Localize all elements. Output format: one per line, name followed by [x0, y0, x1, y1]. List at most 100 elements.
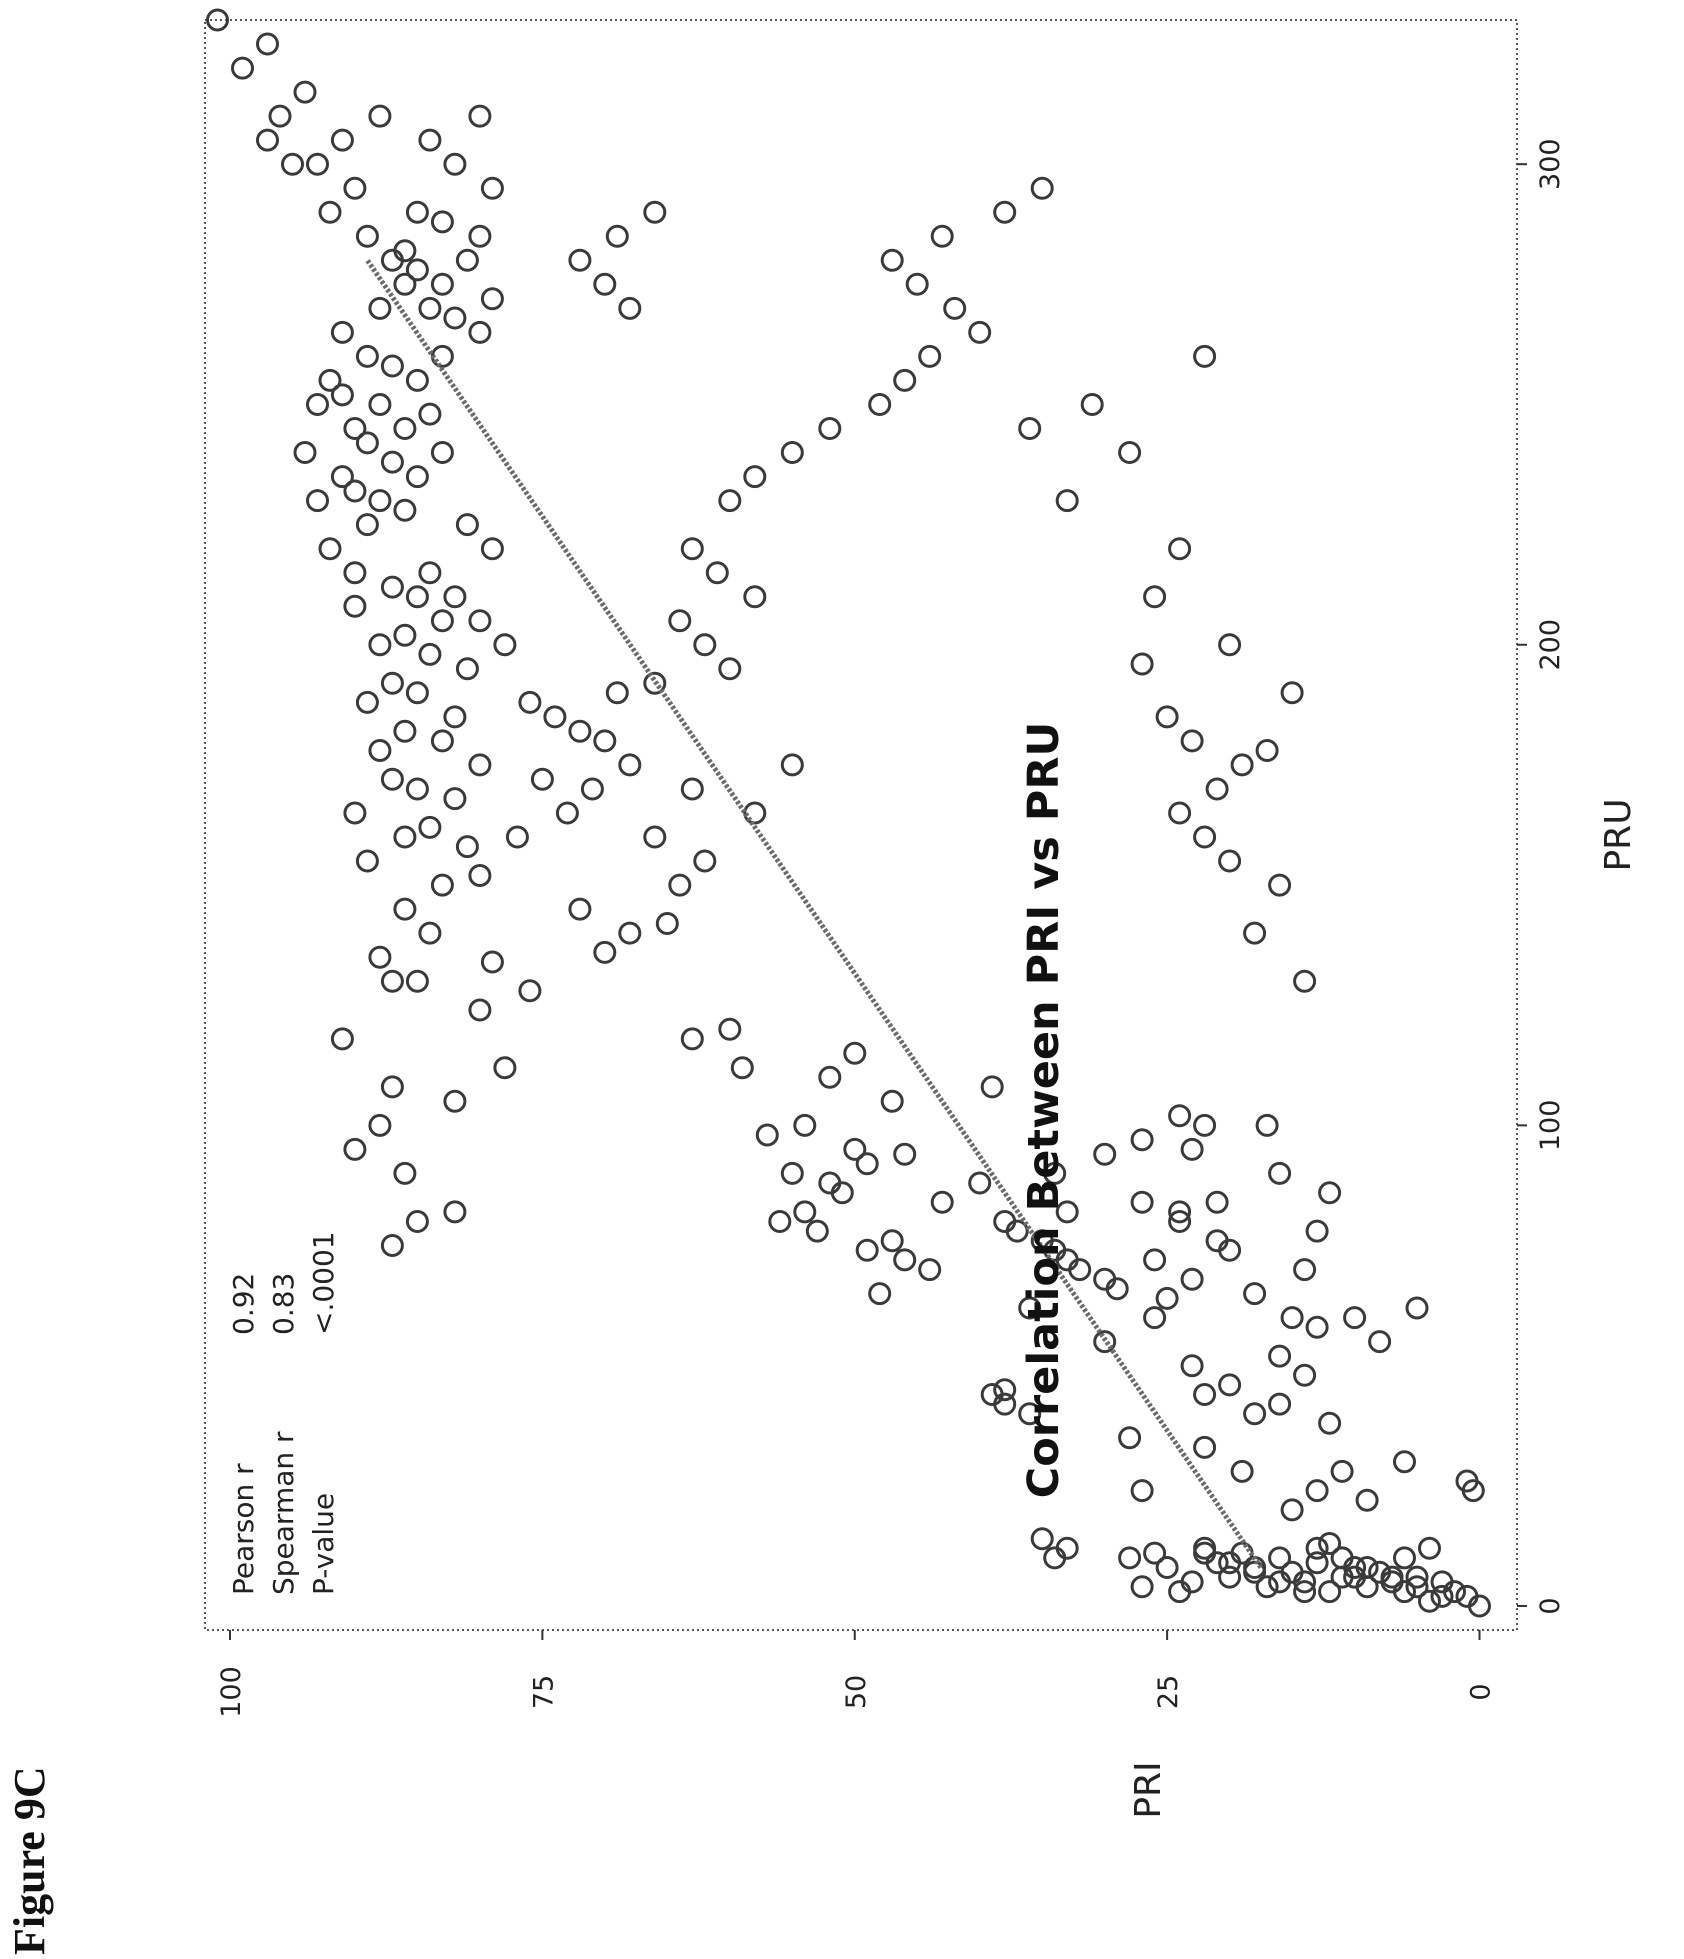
- data-point: [405, 969, 429, 993]
- data-point: [443, 705, 467, 729]
- data-point: [730, 1056, 754, 1080]
- data-point: [368, 393, 392, 416]
- data-point: [818, 1171, 842, 1195]
- data-point: [1155, 1286, 1179, 1310]
- data-point: [1193, 825, 1217, 849]
- data-point: [643, 825, 667, 849]
- data-point: [680, 1027, 704, 1051]
- data-point: [480, 287, 504, 311]
- data-point: [330, 320, 354, 344]
- data-point: [1130, 1190, 1154, 1214]
- data-point: [256, 128, 279, 152]
- data-point: [1305, 1219, 1329, 1243]
- data-point: [418, 128, 442, 152]
- data-point: [418, 642, 442, 666]
- data-point: [843, 1137, 867, 1161]
- data-point: [918, 1258, 942, 1282]
- data-point: [1193, 344, 1217, 368]
- data-point: [418, 296, 442, 320]
- data-point: [843, 1041, 867, 1065]
- data-point: [355, 849, 379, 873]
- stats-value: <.0001: [307, 1231, 340, 1335]
- data-point: [1368, 1330, 1392, 1354]
- data-point: [1055, 1536, 1079, 1560]
- data-point: [868, 1282, 892, 1306]
- stats-box: Pearson r 0.92 Spearman r 0.83 P-value <.0001: [227, 1231, 340, 1595]
- chart-title: Correlation Between PRI vs PRU: [1019, 722, 1069, 1499]
- data-point: [206, 8, 229, 32]
- data-point: [1193, 1541, 1217, 1565]
- data-point: [1168, 537, 1192, 561]
- data-point: [1055, 489, 1079, 513]
- data-point: [405, 258, 429, 282]
- data-point: [593, 729, 617, 753]
- data-point: [380, 450, 404, 474]
- data-point: [380, 767, 404, 791]
- data-point: [393, 272, 417, 296]
- data-point: [231, 56, 254, 80]
- data-point: [1168, 801, 1192, 825]
- data-point: [306, 393, 329, 416]
- data-point: [1405, 1565, 1429, 1589]
- data-point: [355, 224, 379, 248]
- data-point: [468, 864, 492, 887]
- data-point: [718, 489, 742, 513]
- data-point: [880, 1089, 904, 1113]
- data-point: [1355, 1488, 1379, 1512]
- data-point: [1180, 1137, 1204, 1161]
- data-point: [1268, 1570, 1292, 1594]
- y-tick-label: 75: [528, 1675, 559, 1709]
- data-point: [1168, 1210, 1192, 1233]
- data-point: [330, 383, 354, 407]
- data-point: [1455, 1469, 1479, 1493]
- data-point: [1043, 1161, 1067, 1185]
- data-point: [1143, 585, 1167, 609]
- data-point: [1418, 1536, 1441, 1560]
- data-point: [480, 537, 504, 561]
- data-point: [430, 272, 454, 296]
- data-point: [1243, 921, 1267, 945]
- data-point: [680, 777, 704, 801]
- scatter-points: [206, 8, 1491, 1618]
- data-point: [930, 224, 954, 248]
- data-point: [405, 777, 429, 801]
- data-point: [430, 609, 454, 633]
- data-point: [993, 200, 1017, 224]
- data-point: [818, 1065, 842, 1089]
- data-point: [443, 306, 467, 330]
- data-point: [393, 498, 417, 522]
- data-point: [1205, 1229, 1229, 1253]
- x-tick-label: 100: [1535, 1100, 1566, 1152]
- data-point: [1130, 652, 1154, 676]
- data-point: [1280, 1306, 1304, 1330]
- data-point: [368, 739, 392, 762]
- data-point: [293, 80, 317, 104]
- data-point: [443, 1089, 467, 1113]
- data-point: [1193, 1536, 1217, 1560]
- data-point: [980, 1383, 1004, 1406]
- data-point: [1018, 417, 1042, 440]
- data-point: [393, 897, 417, 921]
- data-point: [493, 1056, 517, 1080]
- data-point: [1305, 1479, 1329, 1503]
- data-point: [1305, 1315, 1329, 1339]
- data-point: [355, 344, 379, 368]
- data-point: [1243, 1402, 1267, 1426]
- data-point: [293, 441, 317, 464]
- data-point: [1180, 1354, 1204, 1378]
- data-point: [943, 296, 967, 320]
- x-tick-label: 200: [1535, 619, 1566, 671]
- data-point: [418, 402, 442, 426]
- y-tick-label: 25: [1153, 1675, 1184, 1709]
- data-point: [430, 729, 454, 753]
- data-point: [1343, 1565, 1367, 1589]
- data-point: [543, 705, 567, 729]
- data-point: [780, 753, 804, 777]
- data-point: [405, 368, 429, 392]
- data-point: [580, 777, 604, 801]
- data-point: [1343, 1306, 1367, 1330]
- data-point: [643, 200, 667, 224]
- y-axis: 0 25 50 75 100: [216, 1630, 1497, 1718]
- data-point: [618, 921, 642, 945]
- data-point: [493, 633, 517, 657]
